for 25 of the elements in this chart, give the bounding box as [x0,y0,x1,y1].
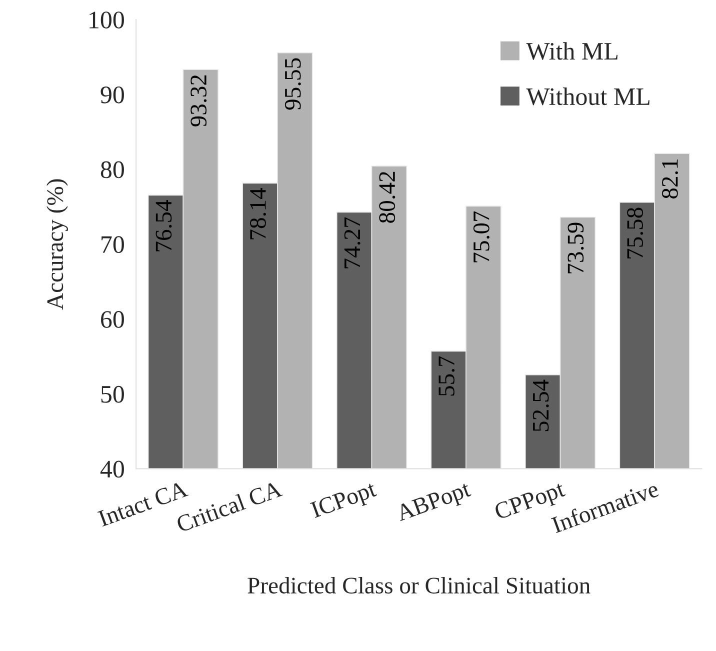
y-tick-label: 40 [100,460,124,478]
x-tick-label: ABPopt [394,480,474,526]
data-label: 75.07 [473,211,490,262]
y-tick-label: 90 [100,86,124,104]
y-tick-label: 80 [100,161,124,178]
data-label: 80.42 [379,172,396,223]
data-label: 76.54 [156,200,172,252]
data-label: 75.58 [627,208,644,258]
x-tick-label: ICPopt [310,480,379,523]
y-tick-label: 70 [102,236,124,254]
y-tick-label: 50 [101,386,124,403]
y-tick-label: 60 [101,311,124,328]
data-label: 93.32 [190,75,207,126]
data-label: 82.1 [662,159,678,198]
y-tick-label: 100 [90,12,124,28]
legend-label: With ML [526,42,618,60]
data-label: 73.59 [568,222,584,274]
data-label: 78.14 [250,188,266,240]
data-label: 52.54 [532,380,549,432]
y-axis-title: Accuracy (%) [46,179,68,310]
legend-label: Without ML [526,88,650,106]
data-label: 95.55 [284,58,301,110]
data-label: 55.7 [438,356,455,396]
data-label: 74.27 [344,217,360,268]
x-axis-title: Predicted Class or Clinical Situation [248,576,590,594]
